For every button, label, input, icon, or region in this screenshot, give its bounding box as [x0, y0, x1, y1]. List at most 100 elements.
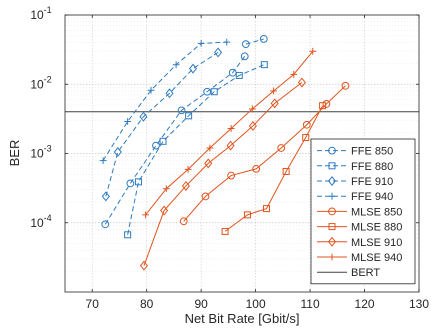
legend-entry: FFE 880 — [317, 161, 393, 173]
data-point — [223, 38, 231, 46]
legend-entry: MLSE 910 — [317, 237, 402, 249]
data-point — [126, 179, 135, 188]
data-point — [162, 185, 170, 193]
data-point — [139, 260, 149, 271]
data-point — [135, 178, 143, 186]
legend: FFE 850 FFE 880 FFE 910 FFE 940 MLSE 850 MLSE… — [310, 138, 416, 285]
legend-marker — [328, 162, 336, 170]
data-point — [124, 118, 132, 125]
series-line — [105, 52, 219, 197]
x-tick-label: 80 — [140, 297, 154, 311]
data-point — [227, 171, 236, 180]
data-point — [139, 111, 148, 122]
legend-label: MLSE 910 — [351, 237, 402, 249]
series-layer — [99, 35, 350, 271]
data-point — [142, 211, 150, 219]
data-point — [113, 147, 122, 158]
data-point — [302, 134, 310, 142]
legend-entry: FFE 910 — [317, 176, 393, 188]
legend-label: MLSE 940 — [351, 252, 402, 264]
data-point — [201, 192, 210, 201]
data-point — [203, 87, 212, 96]
data-point — [235, 71, 243, 79]
data-point — [206, 144, 214, 152]
data-point — [177, 106, 186, 115]
series-mlse-940 — [142, 47, 317, 219]
series-ffe-910 — [101, 47, 223, 202]
series-line — [127, 64, 265, 235]
data-point — [259, 35, 268, 43]
tick-layer: 70 80 90 100 110 120 130 10-4 10-3 10-2 10-1 — [30, 5, 429, 311]
legend-label: MLSE 850 — [351, 206, 402, 218]
y-tick-label: 10-3 — [30, 144, 51, 161]
data-point — [124, 231, 132, 239]
legend-entry: MLSE 940 — [317, 252, 402, 264]
data-point — [270, 98, 279, 109]
legend-label: FFE 850 — [351, 146, 393, 158]
y-tick-label: 10-1 — [30, 5, 51, 22]
data-point — [240, 52, 249, 61]
x-tick-label: 110 — [301, 297, 320, 311]
data-point — [147, 86, 155, 94]
legend-entry: FFE 850 — [317, 146, 393, 158]
data-point — [260, 61, 268, 69]
data-point — [179, 217, 188, 226]
data-point — [210, 88, 218, 96]
x-tick-label: 100 — [246, 297, 266, 311]
x-tick-label: 120 — [355, 297, 375, 311]
data-point — [101, 191, 110, 202]
series-ffe-940 — [241, 35, 268, 49]
data-point — [213, 47, 223, 58]
legend-label: MLSE 880 — [351, 222, 402, 234]
data-point — [309, 47, 317, 55]
legend-label: BERT — [351, 267, 380, 279]
legend-label: FFE 880 — [351, 161, 393, 173]
y-tick-label: 10-4 — [30, 213, 51, 230]
data-point — [197, 39, 205, 47]
legend-marker — [328, 146, 336, 155]
data-point — [270, 87, 277, 95]
x-axis-label: Net Bit Rate [Gbit/s] — [185, 311, 300, 326]
data-point — [160, 205, 169, 216]
data-point — [188, 63, 198, 74]
y-axis-label: BER — [7, 140, 22, 167]
data-point — [248, 105, 256, 113]
data-point — [181, 180, 190, 191]
data-point — [204, 158, 213, 169]
x-tick-label: 130 — [409, 297, 429, 311]
data-point — [185, 112, 193, 120]
legend-marker — [328, 192, 336, 200]
legend-marker — [327, 236, 337, 247]
data-point — [319, 102, 327, 110]
data-point — [252, 164, 261, 173]
data-point — [172, 61, 180, 69]
legend-marker — [328, 207, 336, 216]
data-point — [227, 125, 235, 132]
series-ffe-940 — [99, 38, 231, 164]
x-tick-label: 90 — [194, 297, 208, 311]
data-point — [99, 157, 107, 164]
data-point — [341, 81, 350, 90]
x-tick-label: 70 — [86, 297, 100, 311]
legend-entry: FFE 940 — [317, 191, 393, 203]
data-point — [243, 211, 251, 219]
data-point — [297, 77, 306, 88]
legend-entry: BERT — [317, 267, 380, 279]
data-point — [221, 227, 229, 235]
legend-entry: MLSE 850 — [317, 206, 402, 218]
y-tick-label: 10-2 — [30, 74, 51, 91]
data-point — [101, 220, 110, 229]
data-point — [159, 137, 167, 145]
data-point — [282, 167, 290, 175]
series-line — [224, 105, 324, 232]
data-point — [226, 140, 235, 151]
data-point — [263, 205, 271, 213]
data-point — [322, 100, 331, 108]
series-mlse-880 — [221, 102, 327, 235]
data-point — [248, 120, 257, 131]
data-point — [290, 70, 298, 78]
series-ffe-850 — [101, 52, 249, 229]
series-line — [104, 56, 246, 225]
